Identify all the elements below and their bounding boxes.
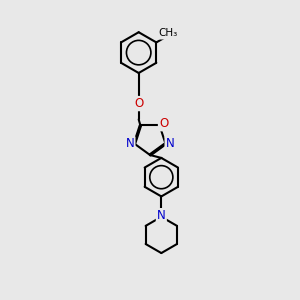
Text: O: O bbox=[134, 97, 143, 110]
Text: N: N bbox=[126, 137, 134, 150]
Text: N: N bbox=[166, 137, 174, 150]
Text: O: O bbox=[159, 117, 168, 130]
Text: CH₃: CH₃ bbox=[159, 28, 178, 38]
Text: N: N bbox=[157, 209, 166, 222]
